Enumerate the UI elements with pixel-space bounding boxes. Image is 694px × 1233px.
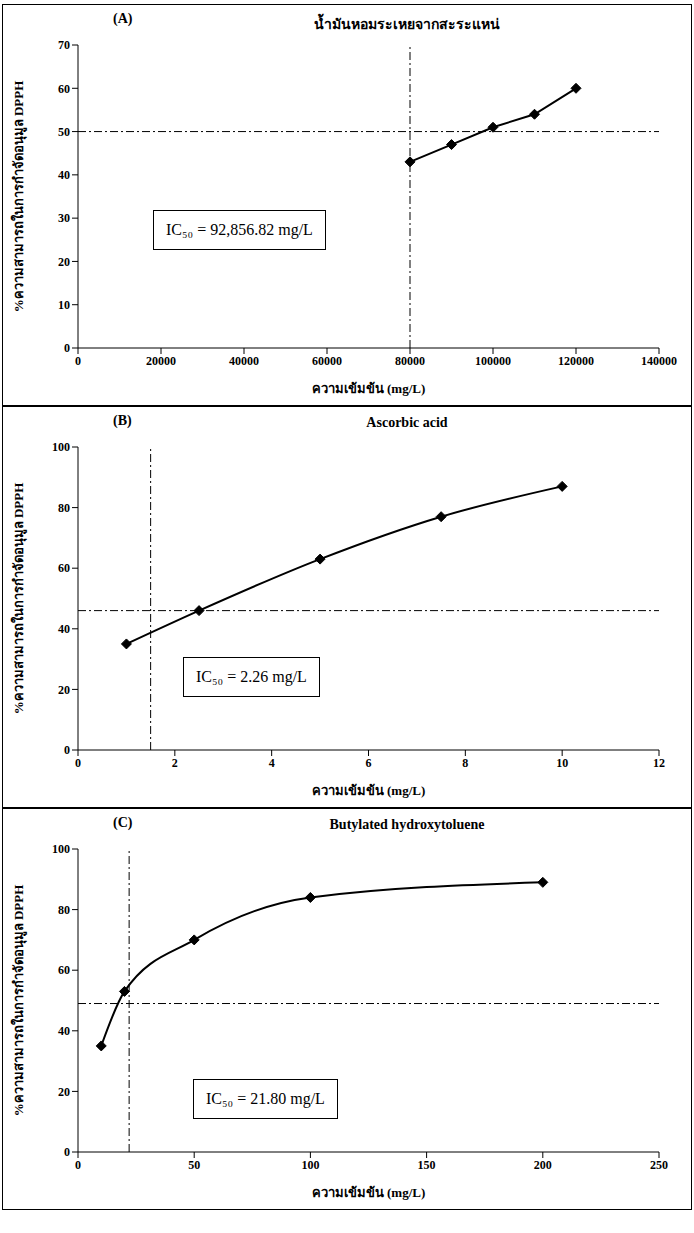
svg-text:60: 60 <box>58 82 70 96</box>
html-text:IC₅₀ = 92,856.82 mg/L: IC₅₀ = 92,856.82 mg/L <box>166 221 313 238</box>
html-text:IC₅₀ = 21.80 mg/L: IC₅₀ = 21.80 mg/L <box>206 1090 325 1107</box>
svg-text:60000: 60000 <box>312 354 342 368</box>
svg-text:60: 60 <box>58 561 70 575</box>
svg-text:ความเข้มข้น (mg/L): ความเข้มข้น (mg/L) <box>312 381 426 396</box>
html-text:(C): (C) <box>113 815 133 830</box>
svg-text:60: 60 <box>58 963 70 977</box>
svg-text:120000: 120000 <box>558 354 594 368</box>
svg-text:20: 20 <box>58 683 70 697</box>
svg-text:6: 6 <box>366 756 372 770</box>
svg-text:40: 40 <box>58 1024 70 1038</box>
svg-text:ความเข้มข้น (mg/L): ความเข้มข้น (mg/L) <box>312 783 426 798</box>
svg-text:150: 150 <box>418 1158 436 1172</box>
svg-text:100: 100 <box>301 1158 319 1172</box>
svg-text:80: 80 <box>58 501 70 515</box>
svg-text:%ความสามารถในการกำจัดอนุมูล DP: %ความสามารถในการกำจัดอนุมูล DPPH <box>10 483 27 715</box>
svg-text:80: 80 <box>58 903 70 917</box>
svg-text:40: 40 <box>58 622 70 636</box>
html-text:Butylated hydroxytoluene: Butylated hydroxytoluene <box>329 817 485 832</box>
svg-text:20: 20 <box>58 1085 70 1099</box>
svg-text:ความเข้มข้น (mg/L): ความเข้มข้น (mg/L) <box>312 1185 426 1200</box>
svg-text:80000: 80000 <box>395 354 425 368</box>
svg-text:0: 0 <box>75 354 81 368</box>
svg-text:40000: 40000 <box>229 354 259 368</box>
html-text:น้ำมันหอมระเหยจากสะระแหน่: น้ำมันหอมระเหยจากสะระแหน่ <box>314 17 500 32</box>
svg-text:0: 0 <box>75 1158 81 1172</box>
svg-text:40: 40 <box>58 168 70 182</box>
svg-text:0: 0 <box>64 1145 70 1159</box>
svg-text:4: 4 <box>269 756 275 770</box>
svg-text:8: 8 <box>462 756 468 770</box>
svg-text:0: 0 <box>64 743 70 757</box>
svg-text:140000: 140000 <box>641 354 677 368</box>
svg-text:250: 250 <box>650 1158 668 1172</box>
svg-text:30: 30 <box>58 211 70 225</box>
svg-text:200: 200 <box>534 1158 552 1172</box>
svg-text:0: 0 <box>75 756 81 770</box>
html-text:Ascorbic acid: Ascorbic acid <box>366 415 448 430</box>
svg-text:2: 2 <box>172 756 178 770</box>
svg-text:20: 20 <box>58 255 70 269</box>
svg-text:%ความสามารถในการกำจัดอนุมูล DP: %ความสามารถในการกำจัดอนุมูล DPPH <box>10 81 27 313</box>
html-text:(B): (B) <box>113 413 132 428</box>
html-text:(A): (A) <box>113 11 133 26</box>
svg-text:100000: 100000 <box>475 354 511 368</box>
svg-text:70: 70 <box>58 38 70 52</box>
svg-text:0: 0 <box>64 341 70 355</box>
svg-text:100: 100 <box>52 842 70 856</box>
svg-text:%ความสามารถในการกำจัดอนุมูล DP: %ความสามารถในการกำจัดอนุมูล DPPH <box>10 885 27 1117</box>
svg-text:50: 50 <box>188 1158 200 1172</box>
html-text:IC₅₀ = 2.26 mg/L: IC₅₀ = 2.26 mg/L <box>196 668 307 685</box>
svg-text:10: 10 <box>556 756 568 770</box>
svg-text:10: 10 <box>58 298 70 312</box>
svg-text:50: 50 <box>58 125 70 139</box>
svg-text:12: 12 <box>653 756 665 770</box>
svg-text:100: 100 <box>52 440 70 454</box>
svg-text:20000: 20000 <box>146 354 176 368</box>
